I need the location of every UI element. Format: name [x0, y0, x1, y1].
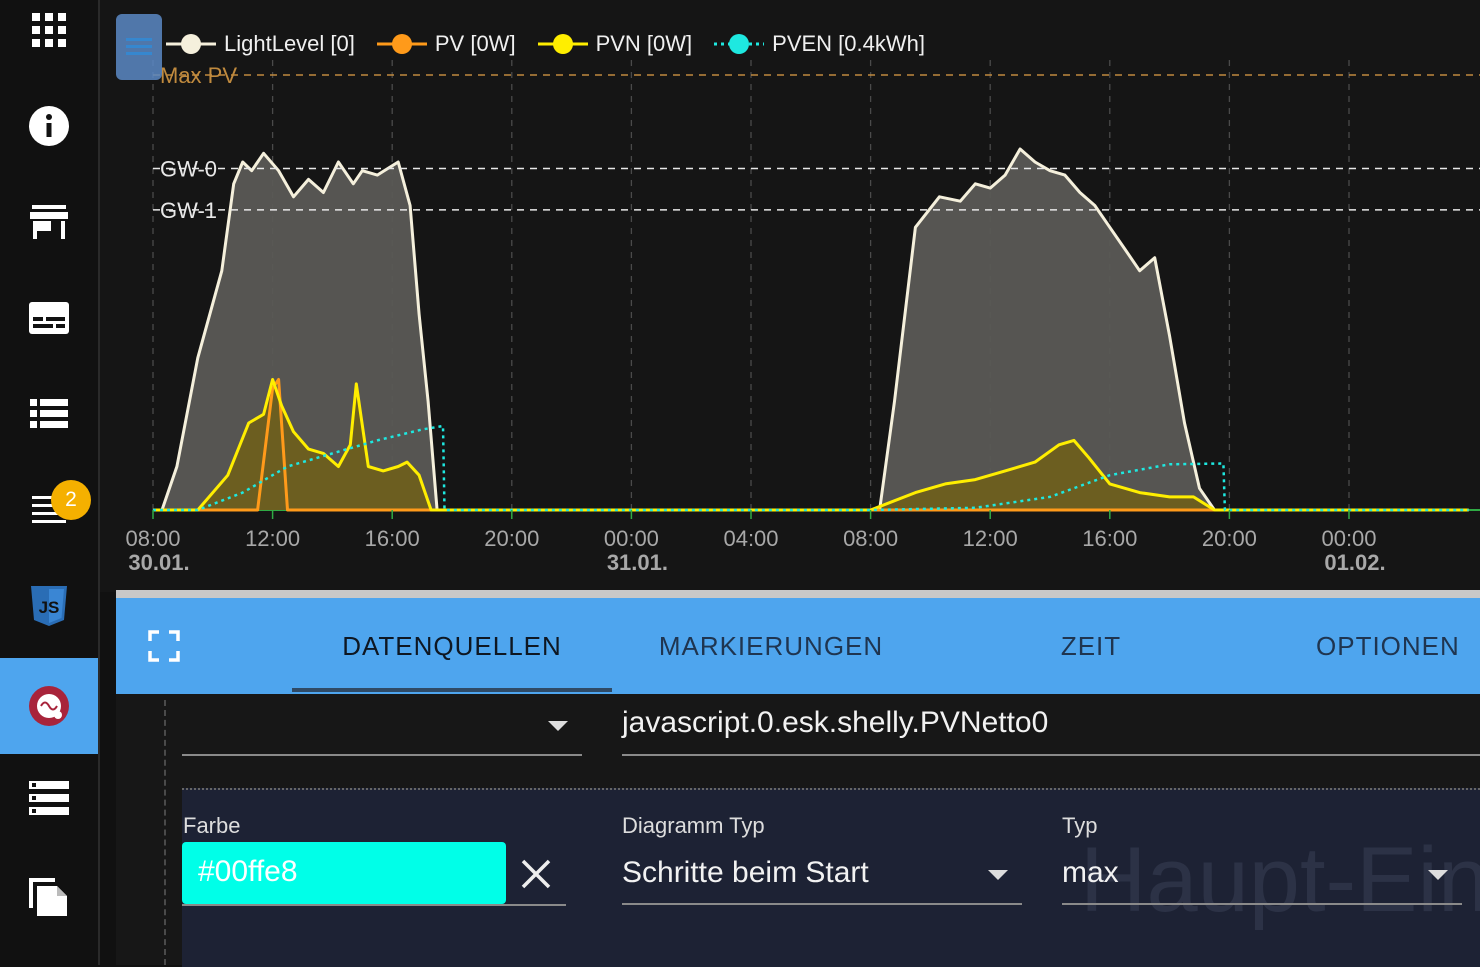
diagramm-typ-label: Diagramm Typ	[622, 813, 765, 838]
logs-menu-item[interactable]: 2	[0, 462, 98, 558]
store-icon	[30, 205, 68, 239]
chevron-down-icon	[988, 870, 1008, 880]
series-line	[153, 378, 1469, 512]
echarts-menu-item[interactable]	[0, 658, 98, 754]
list-icon	[30, 399, 68, 428]
legend-label: PVEN [0.4kWh]	[772, 31, 925, 56]
tab-markierungen[interactable]: MARKIERUNGEN	[658, 630, 884, 661]
instance-select[interactable]	[182, 700, 582, 756]
info-menu-item[interactable]	[0, 78, 98, 174]
typ-label: Typ	[1062, 813, 1098, 838]
diagramm-typ-value: Schritte beim Start	[622, 856, 869, 889]
chart-menu-button[interactable]	[116, 14, 162, 80]
x-tick-label: 00:00	[1321, 526, 1376, 551]
x-tick-label: 12:00	[963, 526, 1018, 551]
files-icon	[29, 878, 67, 916]
svg-text:JS: JS	[39, 598, 60, 617]
marking-label: Max PV	[160, 63, 237, 88]
legend-item-pven[interactable]: PVEN [0.4kWh]	[714, 31, 925, 57]
typ-value: max	[1062, 856, 1119, 889]
legend-label: PVN [0W]	[595, 31, 693, 56]
legend-swatch	[537, 34, 588, 54]
echarts-icon	[29, 686, 69, 726]
info-icon	[29, 106, 69, 146]
x-tick-label: 04:00	[723, 526, 778, 551]
x-tick-label: 16:00	[1082, 526, 1137, 551]
x-tick-label: 08:00	[843, 526, 898, 551]
legend-swatch	[714, 34, 765, 54]
x-tick-date: 01.02.	[1324, 550, 1385, 575]
chart-areas	[153, 149, 1469, 510]
server-list-menu-item[interactable]	[0, 750, 98, 846]
legend-swatch	[166, 34, 216, 54]
legend-swatch	[376, 34, 427, 54]
color-value: #00ffe8	[198, 855, 298, 888]
files-menu-item[interactable]	[0, 846, 98, 942]
diagramm-typ-select[interactable]: Schritte beim Start	[622, 850, 1022, 906]
typ-select[interactable]: max	[1062, 850, 1462, 906]
x-tick-label: 12:00	[245, 526, 300, 551]
object-id-field[interactable]: javascript.0.esk.shelly.PVNetto0	[622, 700, 1480, 756]
store-menu-item[interactable]	[0, 174, 98, 270]
x-tick-date: 31.01.	[607, 550, 668, 575]
color-underline	[182, 904, 566, 906]
legend-item-lightlevel[interactable]: LightLevel [0]	[166, 31, 355, 57]
list-menu-item[interactable]	[0, 366, 98, 462]
chart-markings: Max PV GW-0 GW-1	[153, 63, 1480, 223]
javascript-menu-item[interactable]: JS	[0, 558, 98, 654]
legend-item-pvn[interactable]: PVN [0W]	[537, 31, 693, 57]
x-tick-date: 30.01.	[128, 550, 189, 575]
x-tick-label: 20:00	[484, 526, 539, 551]
splitter[interactable]	[116, 590, 1480, 598]
x-tick-label: 20:00	[1202, 526, 1257, 551]
datasource-row: javascript.0.esk.shelly.PVNetto0	[182, 700, 1480, 756]
tab-zeit[interactable]: ZEIT	[1060, 630, 1122, 661]
color-input[interactable]: #00ffe8	[182, 842, 506, 904]
apps-menu-item[interactable]	[0, 0, 98, 78]
farbe-label: Farbe	[183, 813, 241, 838]
x-tick-label: 16:00	[365, 526, 420, 551]
marking-label: GW-0	[160, 157, 217, 182]
clear-color-button[interactable]	[520, 858, 552, 895]
subtitles-icon	[29, 302, 69, 334]
select-underline	[182, 754, 582, 756]
select-underline	[1062, 903, 1462, 905]
field-underline	[622, 754, 1480, 756]
logs-icon	[32, 496, 66, 523]
object-id-value: javascript.0.esk.shelly.PVNetto0	[622, 706, 1049, 739]
series-area	[153, 149, 1469, 510]
legend-item-pv[interactable]: PV [0W]	[376, 31, 516, 57]
fullscreen-button[interactable]	[148, 630, 180, 667]
logs-badge: 2	[51, 480, 91, 520]
chart-area: Max PV GW-0 GW-1 08:00 30.01. 12:00 16:00 20:0…	[100, 0, 1480, 592]
chevron-down-icon	[548, 721, 568, 731]
subtitles-menu-item[interactable]	[0, 270, 98, 366]
javascript-icon: JS	[31, 586, 67, 626]
x-tick-label: 08:00	[125, 526, 180, 551]
legend-label: PV [0W]	[434, 31, 516, 56]
tab-datenquellen[interactable]: DATENQUELLEN	[342, 630, 562, 661]
legend-label: LightLevel [0]	[224, 31, 355, 56]
settings-tabbar: DATENQUELLEN MARKIERUNGEN ZEIT OPTIONEN	[116, 598, 1480, 694]
indent-guide	[164, 700, 166, 965]
marking-label: GW-1	[160, 198, 217, 223]
apps-icon	[32, 13, 66, 47]
series-line	[153, 424, 1469, 512]
active-tab-indicator	[292, 688, 612, 692]
select-underline	[622, 903, 1022, 905]
server-list-icon	[29, 781, 69, 815]
close-icon	[521, 859, 551, 889]
tab-optionen[interactable]: OPTIONEN	[1316, 630, 1460, 661]
series-area	[153, 379, 1469, 510]
watermark-text: Haupt-Ein	[1080, 829, 1480, 931]
x-tick-label: 00:00	[604, 526, 659, 551]
chevron-down-icon	[1428, 870, 1448, 880]
sidebar: 2 JS	[0, 0, 100, 965]
menu-icon	[126, 38, 152, 55]
fullscreen-icon	[148, 630, 180, 662]
chart-legend: LightLevel [0] PV [0W] PVN [0W] PVEN [0.…	[166, 30, 925, 58]
